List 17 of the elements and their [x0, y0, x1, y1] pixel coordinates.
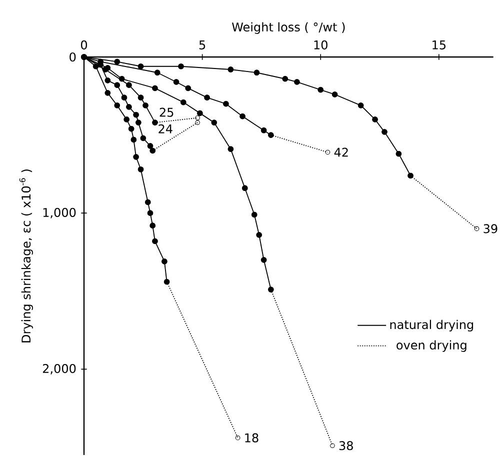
annotation: 42 [334, 148, 348, 157]
annotation: 38 [339, 441, 353, 450]
x-tick-label: 0 [80, 40, 88, 50]
annotation: 18 [245, 433, 258, 442]
annotation: 39 [484, 224, 498, 234]
legend-label: natural drying [390, 320, 474, 332]
y-tick-label: 1,000 [43, 208, 76, 218]
x-axis-title: Weight loss ( °/wt ) [232, 22, 345, 34]
y-tick-label: 0 [70, 52, 76, 62]
annotation: 24 [158, 124, 172, 134]
y-axis-title: Drying shrinkage, εc ( x10$^{-6}$ ) [19, 170, 33, 342]
x-tick-label: 15 [432, 40, 446, 50]
y-tick-label: 2,000 [42, 364, 76, 374]
legend-label: oven drying [396, 340, 466, 352]
annotation: 25 [160, 108, 174, 117]
x-tick-label: 10 [314, 40, 328, 50]
x-tick-label: 5 [199, 40, 206, 50]
